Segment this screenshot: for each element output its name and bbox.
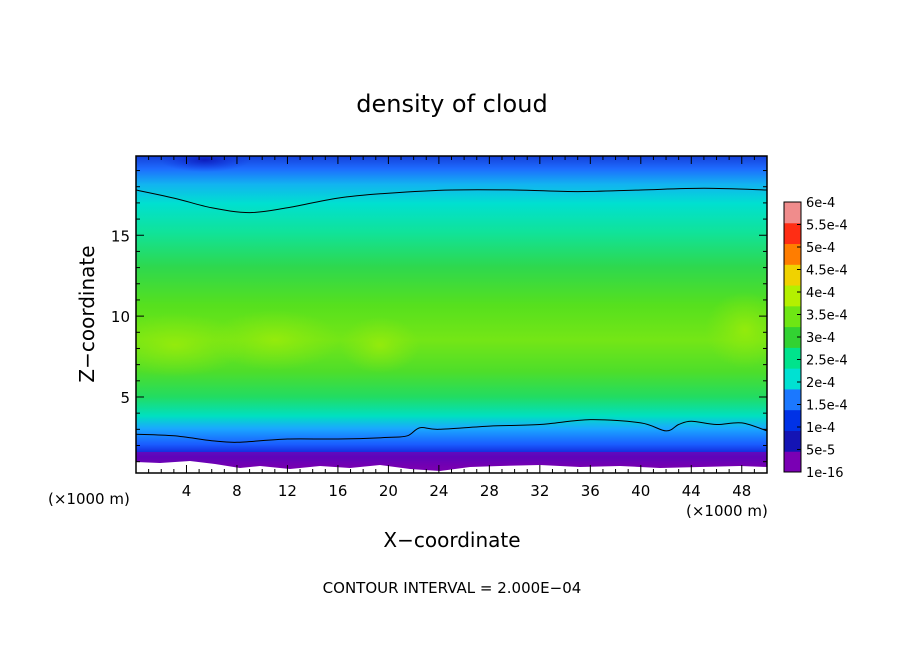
x-axis-label: X−coordinate bbox=[383, 528, 520, 552]
x-tick-label: 16 bbox=[328, 482, 347, 500]
colorbar-swatch bbox=[784, 305, 801, 328]
x-unit-right: (×1000 m) bbox=[686, 502, 768, 520]
colorbar-label: 3e-4 bbox=[806, 331, 835, 346]
colorbar-swatch bbox=[784, 368, 801, 390]
contour-line-top bbox=[136, 187, 767, 214]
ground-below-terrain bbox=[136, 461, 767, 473]
field-background bbox=[136, 156, 767, 473]
upper-low-density-region bbox=[160, 156, 250, 172]
contour-interval-note: CONTOUR INTERVAL = 2.000E−04 bbox=[323, 579, 582, 597]
colorbar-label: 1.5e-4 bbox=[806, 399, 848, 414]
x-tick-label: 28 bbox=[480, 482, 499, 500]
colorbar-label: 3.5e-4 bbox=[806, 309, 848, 324]
x-tick-label: 12 bbox=[278, 482, 297, 500]
colorbar-label: 4.5e-4 bbox=[806, 264, 848, 279]
colorbar-label: 2.5e-4 bbox=[806, 354, 848, 369]
x-tick-label: 36 bbox=[581, 482, 600, 500]
colorbar-swatch bbox=[784, 347, 801, 369]
colorbar-swatch bbox=[784, 264, 801, 286]
colorbar-label: 5e-4 bbox=[806, 241, 835, 256]
y-tick-label: 15 bbox=[111, 227, 130, 245]
chart-title: density of cloud bbox=[356, 90, 547, 118]
x-tick-label: 48 bbox=[732, 482, 751, 500]
x-tick-label: 4 bbox=[182, 482, 192, 500]
colorbar-swatch bbox=[784, 430, 801, 452]
x-tick-label: 8 bbox=[232, 482, 242, 500]
colorbar: 1e-16 5e-5 1e-4 1.5e-4 2e-4 2.5e-4 3e-4 3.5e-4 4… bbox=[783, 196, 848, 481]
density-maximum-right bbox=[705, 292, 767, 368]
colorbar-label: 2e-4 bbox=[806, 376, 835, 391]
colorbar-swatch bbox=[784, 326, 801, 348]
colorbar-label: 5e-5 bbox=[806, 444, 835, 459]
y-axis-ticks: 5 10 15 bbox=[111, 170, 767, 463]
colorbar-swatch bbox=[784, 243, 801, 265]
colorbar-label: 1e-16 bbox=[806, 466, 844, 481]
x-unit-left: (×1000 m) bbox=[48, 490, 130, 508]
density-maximum-center bbox=[210, 310, 340, 370]
colorbar-swatch bbox=[784, 222, 801, 245]
y-axis-label: Z−coordinate bbox=[75, 245, 99, 382]
colorbar-swatch bbox=[784, 388, 801, 411]
colorbar-label: 6e-4 bbox=[806, 196, 835, 211]
colorbar-label: 5.5e-4 bbox=[806, 219, 848, 234]
density-maximum-mid bbox=[340, 317, 420, 373]
contour-line-bottom bbox=[136, 419, 767, 443]
colorbar-label: 4e-4 bbox=[806, 286, 835, 301]
colorbar-label: 1e-4 bbox=[806, 421, 835, 436]
y-tick-label: 10 bbox=[111, 308, 130, 326]
x-tick-label: 44 bbox=[682, 482, 701, 500]
x-tick-label: 40 bbox=[631, 482, 650, 500]
y-tick-label: 5 bbox=[120, 389, 130, 407]
x-tick-label: 20 bbox=[379, 482, 398, 500]
colorbar-swatch bbox=[784, 202, 801, 224]
x-tick-label: 24 bbox=[429, 482, 448, 500]
colorbar-swatch bbox=[784, 285, 801, 307]
colorbar-swatch bbox=[784, 409, 801, 431]
x-tick-label: 32 bbox=[530, 482, 549, 500]
colorbar-swatch bbox=[784, 451, 801, 473]
x-axis-ticks: 4 8 12 16 20 24 28 32 36 40 44 48 bbox=[148, 156, 755, 500]
plot-area bbox=[136, 156, 767, 473]
